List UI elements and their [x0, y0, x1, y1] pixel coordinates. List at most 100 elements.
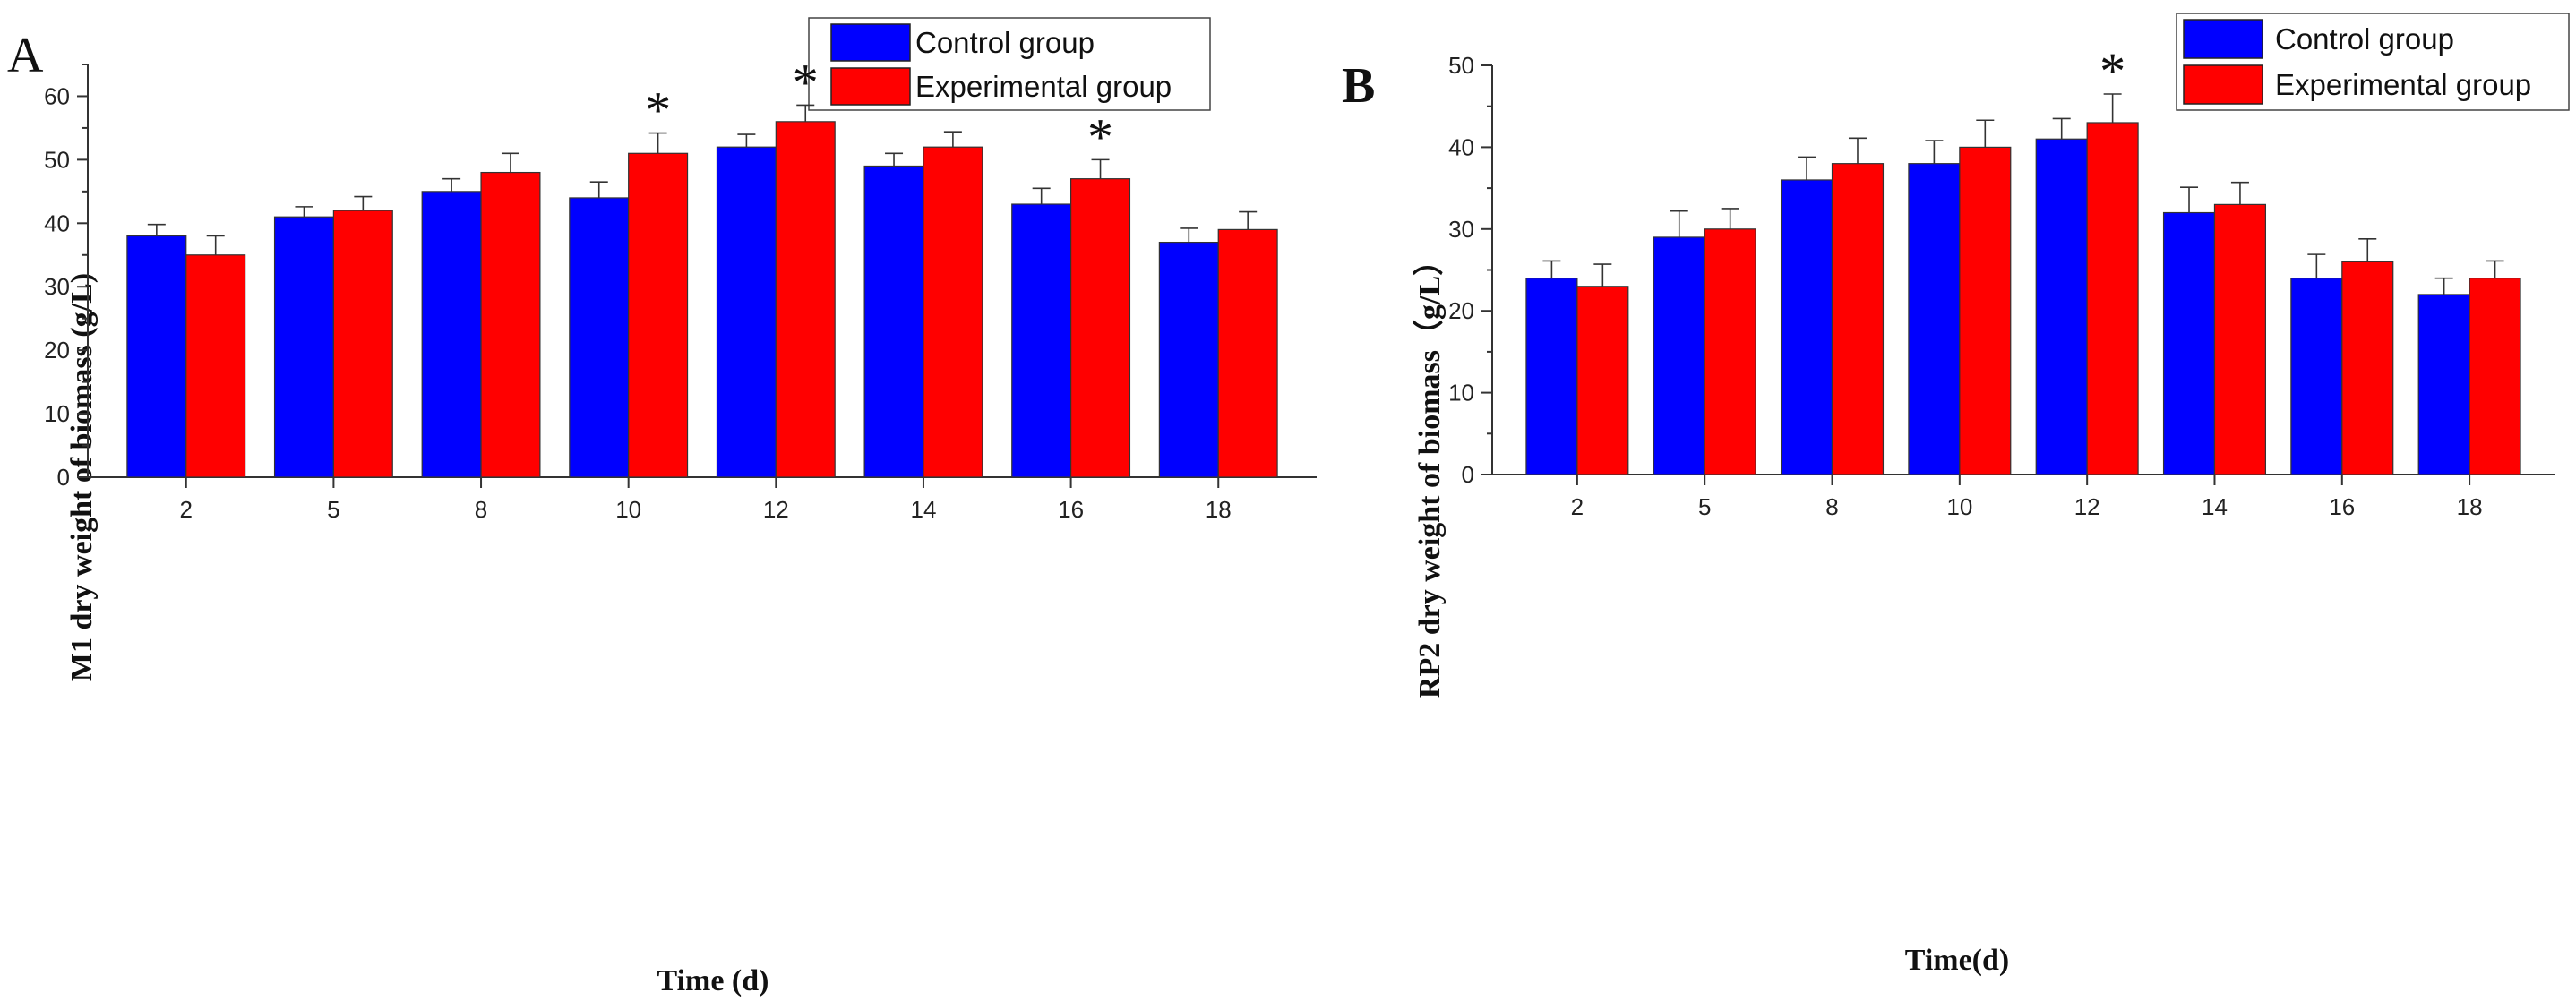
panel-b-x-tick-label-12: 12	[2074, 493, 2100, 520]
panel-a-y-tick-label: 60	[44, 82, 70, 109]
panel-b-error-bar-experimental-10	[1976, 119, 1995, 148]
panel-a-y-tick-label: 30	[44, 273, 70, 300]
panel-b-bar-control-12	[2035, 138, 2088, 475]
panel-a-bar-experimental-5	[332, 210, 393, 478]
panel-b-significance-star-12: *	[2099, 42, 2125, 100]
panel-a-bar-control-2	[126, 235, 187, 478]
panel-a-error-bar-experimental-14	[943, 131, 962, 148]
panel-a-bar-experimental-16	[1069, 178, 1131, 478]
panel-a-x-tick-label-5: 5	[327, 496, 339, 523]
panel-a-plot-area: 0 10 20 30 40 50 60 2 5 8 10 12 14 16 18 * * *	[44, 53, 1317, 523]
panel-a-bar-experimental-12	[775, 121, 836, 478]
panel-b-bar-experimental-16	[2341, 261, 2394, 475]
panel-a-error-bar-control-5	[295, 206, 313, 218]
panel-a-x-tick-label-16: 16	[1058, 496, 1084, 523]
panel-b-error-bar-experimental-5	[1721, 208, 1739, 229]
panel-a-legend-swatch-control	[830, 23, 911, 62]
panel-a-error-bar-experimental-5	[354, 195, 373, 211]
panel-b-error-bar-control-8	[1798, 156, 1816, 180]
panel-a: A Time (d) M1 dry weight of biomass (g/L…	[7, 17, 1317, 997]
panel-b-y-tick-label: 30	[1448, 216, 1474, 243]
panel-a-error-bar-control-12	[737, 133, 756, 148]
panel-a-error-bar-control-16	[1032, 187, 1051, 205]
panel-b-error-bar-experimental-18	[2486, 260, 2504, 278]
panel-a-y-tick-label: 0	[57, 464, 70, 491]
panel-a-error-bar-control-18	[1180, 227, 1198, 243]
panel-b-x-tick-label-16: 16	[2329, 493, 2355, 520]
panel-a-legend-label-experimental: Experimental group	[915, 70, 1172, 103]
panel-b-y-tick-label: 20	[1448, 297, 1474, 324]
panel-a-error-bar-experimental-8	[501, 152, 519, 173]
panel-a-error-bar-experimental-2	[206, 235, 225, 255]
panel-a-x-tick-label-8: 8	[475, 496, 487, 523]
panel-a-legend: Control group Experimental group	[808, 17, 1211, 111]
panel-b-error-bar-control-14	[2180, 186, 2199, 213]
panel-b-x-tick-label-5: 5	[1698, 493, 1711, 520]
panel-b-error-bar-experimental-16	[2358, 237, 2377, 262]
panel-b-label: B	[1342, 58, 1375, 114]
panel-a-bar-control-5	[273, 216, 335, 478]
panel-b-bar-experimental-14	[2213, 203, 2267, 475]
panel-a-x-tick-label-14: 14	[910, 496, 936, 523]
panel-a-bar-experimental-10	[628, 152, 689, 478]
panel-b-bar-control-14	[2162, 211, 2216, 475]
panel-b-legend-label-control: Control group	[2275, 22, 2454, 56]
panel-b-error-bar-experimental-12	[2103, 93, 2122, 123]
panel-b-error-bar-control-16	[2307, 253, 2326, 278]
panel-a-x-tick-label-18: 18	[1206, 496, 1232, 523]
panel-a-bar-experimental-14	[923, 146, 983, 478]
panel-a-significance-star-12: *	[793, 53, 819, 111]
panel-a-x-tick-label-2: 2	[180, 496, 193, 523]
panel-a-error-bar-experimental-16	[1091, 158, 1110, 179]
panel-b-bar-control-8	[1780, 179, 1833, 475]
panel-b-bar-experimental-18	[2469, 278, 2521, 475]
panel-a-legend-label-control: Control group	[915, 26, 1095, 59]
panel-b-error-bar-control-2	[1542, 260, 1561, 278]
panel-a-y-tick-label: 50	[44, 146, 70, 173]
panel-b-bar-control-18	[2417, 294, 2470, 475]
panel-a-y-tick-label: 40	[44, 210, 70, 236]
panel-b-bar-control-2	[1525, 278, 1578, 475]
panel-a-x-tick-label-10: 10	[615, 496, 641, 523]
panel-b-legend-swatch-control	[2183, 19, 2263, 59]
panel-b-error-bar-control-5	[1670, 210, 1688, 237]
panel-a-bar-experimental-2	[185, 254, 246, 478]
panel-a-error-bar-control-10	[589, 181, 608, 198]
panel-a-x-tick-label-12: 12	[763, 496, 789, 523]
panel-b-error-bar-experimental-8	[1848, 137, 1867, 164]
panel-b-bar-control-5	[1653, 236, 1705, 475]
panel-b-x-tick-label-18: 18	[2457, 493, 2483, 520]
panel-a-y-tick-label: 20	[44, 337, 70, 364]
panel-b-legend-swatch-experimental	[2183, 64, 2263, 105]
panel-a-bar-control-16	[1011, 203, 1072, 478]
panel-b-bar-experimental-10	[1959, 146, 2012, 475]
panel-a-bar-experimental-18	[1217, 228, 1278, 478]
panel-b-bar-experimental-2	[1576, 286, 1629, 475]
panel-b-bar-experimental-12	[2086, 122, 2139, 475]
panel-b-error-bar-experimental-14	[2230, 181, 2249, 205]
panel-b-y-tick-label: 40	[1448, 133, 1474, 160]
panel-a-y-tick-label: 10	[44, 400, 70, 427]
panel-b-plot-area: 0 10 20 30 40 50 2 5 8 10 12 14 16 18 *	[1448, 42, 2555, 520]
panel-a-x-axis-title: Time (d)	[657, 964, 769, 997]
panel-a-bar-control-8	[421, 191, 482, 478]
panel-a-bar-experimental-8	[480, 171, 541, 478]
panel-b: B Time(d) RP2 dry weight of biomass（g/L）…	[1342, 13, 2570, 977]
panel-b-bar-control-10	[1908, 163, 1961, 475]
panel-b-y-axis-title: RP2 dry weight of biomass（g/L）	[1412, 245, 1447, 698]
panel-b-legend-label-experimental: Experimental group	[2275, 68, 2531, 101]
panel-a-error-bar-control-2	[147, 223, 166, 236]
panel-a-bar-control-10	[569, 197, 630, 478]
panel-a-error-bar-control-14	[885, 152, 904, 167]
panel-a-bar-control-18	[1158, 241, 1219, 478]
panel-b-error-bar-experimental-2	[1593, 263, 1612, 287]
panel-a-significance-star-16: *	[1087, 107, 1113, 166]
panel-b-error-bar-control-18	[2434, 277, 2453, 295]
panel-a-legend-swatch-experimental	[830, 67, 911, 106]
panel-b-bar-experimental-5	[1704, 228, 1756, 475]
panel-b-x-tick-label-8: 8	[1825, 493, 1838, 520]
panel-a-error-bar-experimental-12	[796, 104, 815, 122]
panel-b-error-bar-control-10	[1925, 140, 1944, 164]
panel-b-y-tick-label: 50	[1448, 52, 1474, 79]
